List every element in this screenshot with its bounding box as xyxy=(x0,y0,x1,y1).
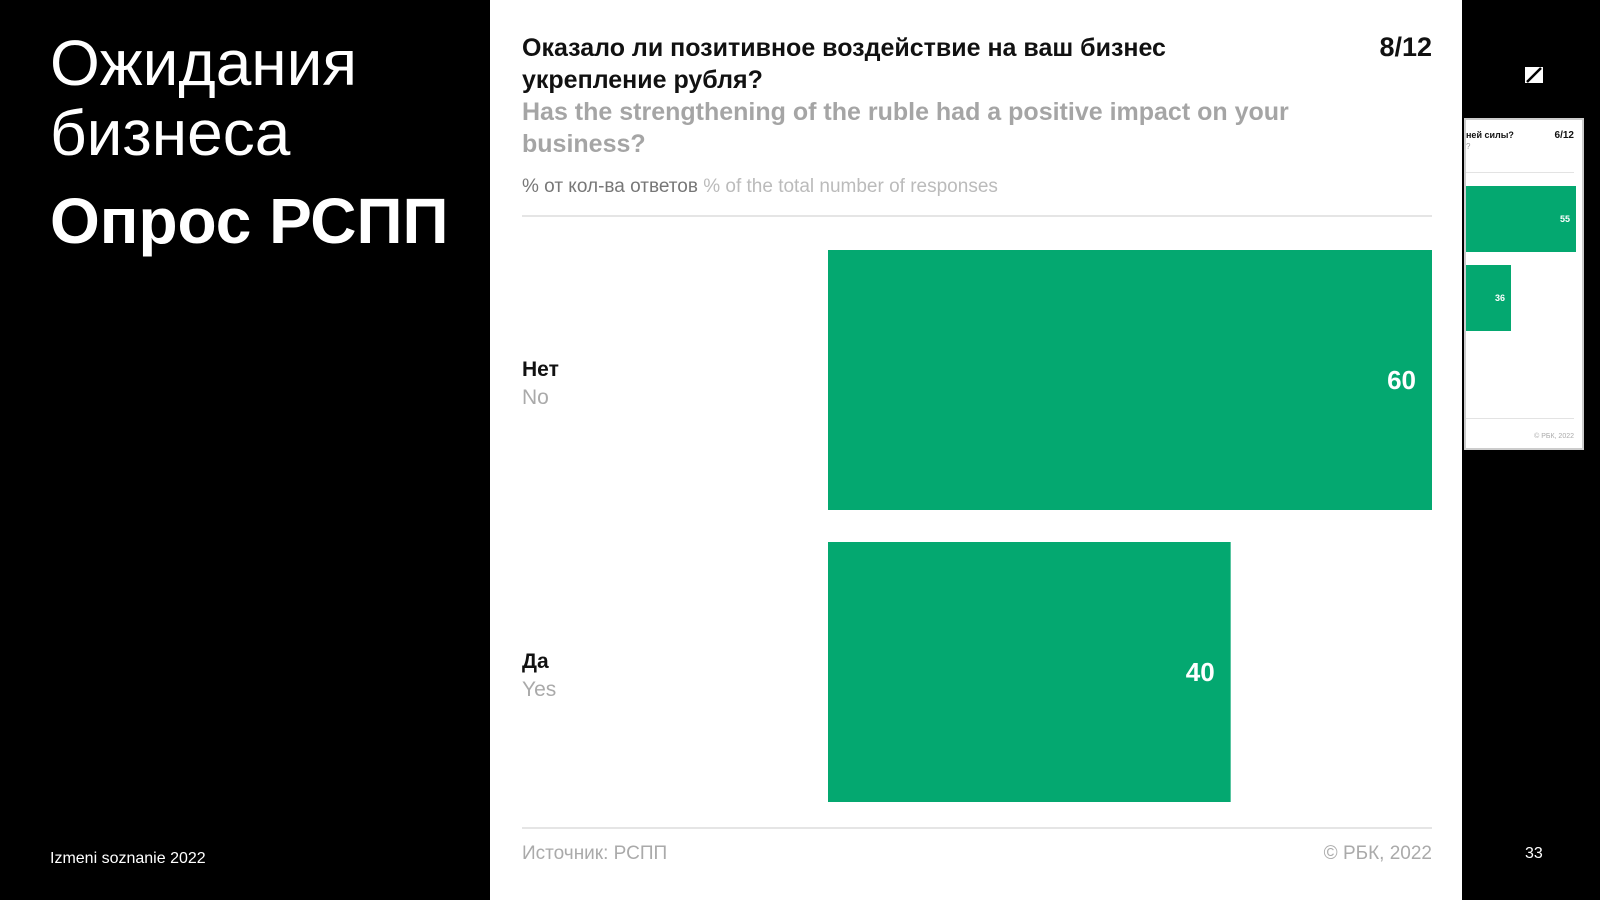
units-ru: % от кол-ва ответов xyxy=(522,176,698,197)
slide-subtitle: Опрос РСПП xyxy=(50,185,449,257)
bar-chart: 60 Нет No 40 Да Yes xyxy=(522,250,1432,802)
bar-2 xyxy=(828,542,1231,802)
thumbnail-bar-1: 55 xyxy=(1466,186,1576,252)
question-en: Has the strengthening of the ruble had a… xyxy=(522,98,1289,158)
slide-title: Ожидания бизнеса xyxy=(50,28,357,168)
copyright-text: © РБК, 2022 xyxy=(1323,843,1432,864)
category-label-ru-2: Да xyxy=(522,650,549,673)
thumbnail-title: ней силы? xyxy=(1466,130,1514,140)
units-label: % от кол-ва ответов % of the total numbe… xyxy=(522,176,998,198)
thumbnail-divider-bottom xyxy=(1466,418,1574,419)
slide-title-line1: Ожидания xyxy=(50,27,358,99)
source-text: Источник: РСПП xyxy=(522,843,668,864)
thumbnail-title-line2: ? xyxy=(1466,142,1471,151)
top-divider xyxy=(522,215,1432,217)
thumbnail-bar-1-label: 55 xyxy=(1559,214,1570,224)
bottom-divider xyxy=(522,827,1432,829)
thumbnail-copyright: © РБК, 2022 xyxy=(1534,433,1574,440)
question-ru: Оказало ли позитивное воздействие на ваш… xyxy=(522,34,1166,94)
bar-value-label-2: 40 xyxy=(1186,657,1215,687)
units-en: % of the total number of responses xyxy=(703,176,998,197)
chart-card: Оказало ли позитивное воздействие на ваш… xyxy=(490,0,1462,900)
category-label-ru-1: Нет xyxy=(522,358,559,381)
thumbnail-page: 6/12 xyxy=(1554,130,1574,141)
category-label-en-1: No xyxy=(522,386,549,409)
thumbnail-slide: ней силы? ? 6/12 55 36 © РБК, 2022 xyxy=(1464,118,1584,450)
footer-text: Izmeni soznanie 2022 xyxy=(50,850,206,867)
category-label-en-2: Yes xyxy=(522,678,556,701)
bar-1 xyxy=(828,250,1432,510)
page-number: 33 xyxy=(1525,845,1543,862)
bar-value-label-1: 60 xyxy=(1387,365,1416,395)
thumbnail-bar-2-label: 36 xyxy=(1494,293,1505,303)
card-page: 8/12 xyxy=(1379,32,1432,62)
slide-title-line2: бизнеса xyxy=(50,97,291,169)
logo-icon xyxy=(1525,67,1543,83)
thumbnail-divider xyxy=(1466,172,1574,173)
thumbnail-bar-2: 36 xyxy=(1466,265,1511,331)
